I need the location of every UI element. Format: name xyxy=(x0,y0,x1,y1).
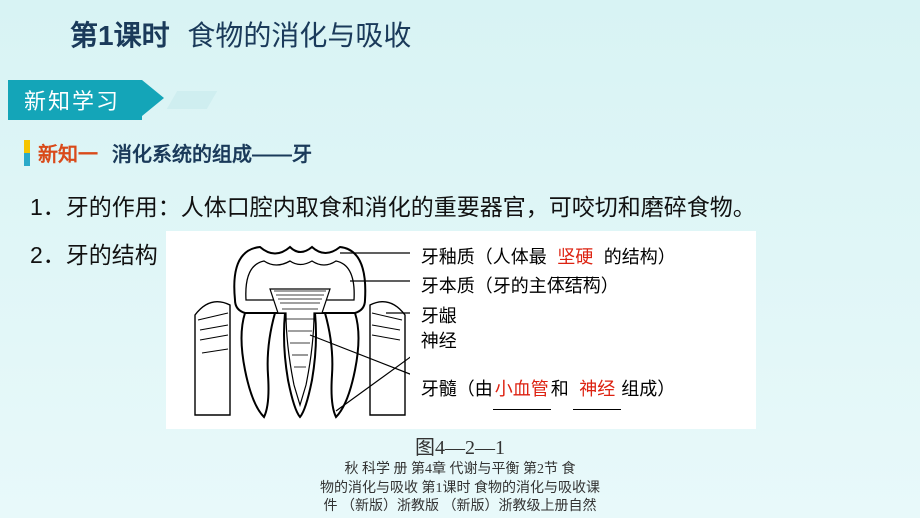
point1-num: 1． xyxy=(30,194,66,220)
pulp-pre: 牙髓（由 xyxy=(421,379,493,399)
section-tag-tail xyxy=(167,91,217,109)
point1-label: 牙的作用： xyxy=(66,194,181,220)
content-body: 1．牙的作用：人体口腔内取食和消化的重要器官，可咬切和磨碎食物。 2．牙的结构 xyxy=(30,183,920,429)
pulp-post: 组成） xyxy=(621,379,675,399)
enamel-post: 的结构） xyxy=(604,247,676,267)
color-bar-icon xyxy=(24,140,30,166)
lesson-number: 第1课时 xyxy=(70,20,170,51)
caption-line1: 秋 科学 册 第4章 代谢与平衡 第2节 食 xyxy=(0,461,920,479)
sub-heading: 新知一 消化系统的组成——牙 xyxy=(24,138,920,167)
point-2-label: 2．牙的结构 xyxy=(30,231,158,279)
subhead-text: 消化系统的组成——牙 xyxy=(112,138,312,167)
pulp-fill1: 小血管 xyxy=(493,371,551,410)
subhead-tag: 新知一 xyxy=(38,138,98,167)
point-2-row: 2．牙的结构 xyxy=(30,231,920,429)
point1-text: 人体口腔内取食和消化的重要器官，可咬切和磨碎食物。 xyxy=(181,194,756,220)
label-pulp: 牙髓（由小血管和 神经组成） xyxy=(421,371,676,410)
tooth-illustration xyxy=(190,235,410,425)
pulp-mid: 和 xyxy=(551,379,569,399)
lesson-header: 第1课时 食物的消化与吸收 xyxy=(0,0,920,54)
caption-line2: 物的消化与吸收 第1课时 食物的消化与吸收课 xyxy=(0,480,920,498)
point2-num: 2． xyxy=(30,242,66,268)
pulp-fill2: 神经 xyxy=(573,371,621,410)
enamel-pre: 牙釉质（人体最 xyxy=(421,247,547,267)
lesson-title: 食物的消化与吸收 xyxy=(187,20,411,51)
point2-label: 牙的结构 xyxy=(66,242,158,268)
label-nerve: 神经 xyxy=(421,323,457,361)
caption-fig: 图4—2—1 xyxy=(0,435,920,461)
tooth-diagram: 牙釉质（人体最 坚硬 的结构） 牙本质（牙的主体结构） 牙龈 神经 牙髓（由小血… xyxy=(166,231,756,429)
figure-caption: 图4—2—1 秋 科学 册 第4章 代谢与平衡 第2节 食 物的消化与吸收 第1… xyxy=(0,435,920,516)
section-tag: 新知学习 xyxy=(8,80,920,120)
caption-line3: 件 （新版）浙教版 （新版）浙教级上册自然 xyxy=(0,498,920,516)
point-1: 1．牙的作用：人体口腔内取食和消化的重要器官，可咬切和磨碎食物。 xyxy=(30,183,920,231)
section-tag-label: 新知学习 xyxy=(8,80,142,120)
